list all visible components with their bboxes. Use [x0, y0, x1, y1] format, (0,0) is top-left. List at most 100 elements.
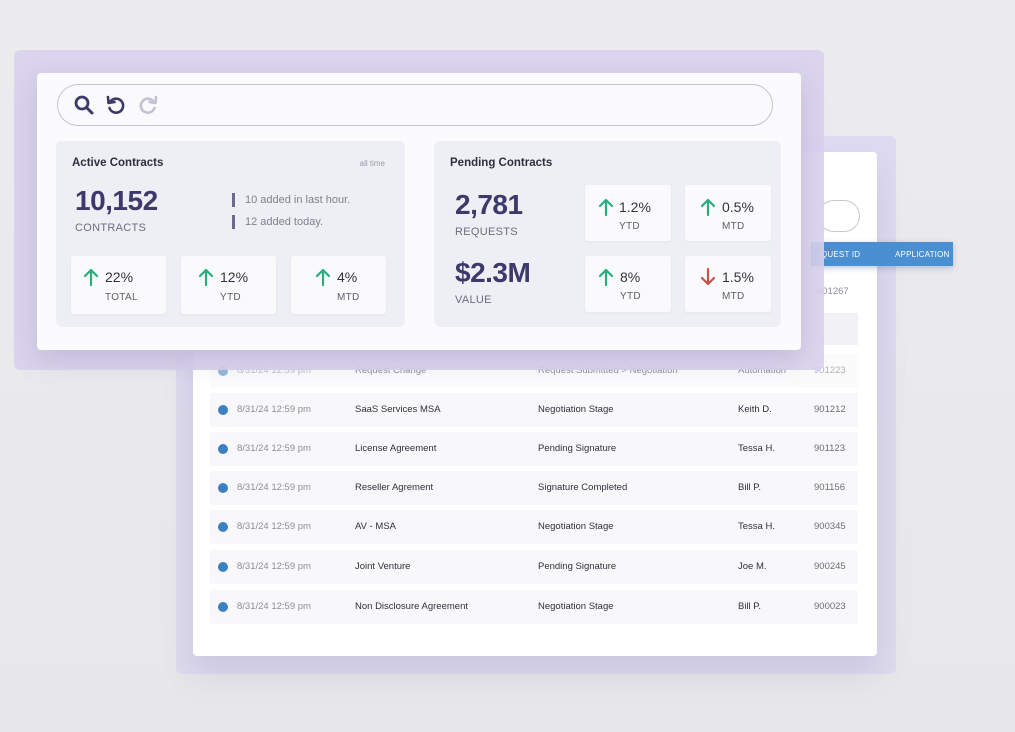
row-contract-name: Non Disclosure Agreement: [355, 601, 468, 612]
redo-icon[interactable]: [136, 93, 160, 117]
row-id: 900023: [814, 601, 846, 612]
row-date: 8/31/24 12:59 pm: [237, 482, 311, 493]
panel-title: Active Contracts: [72, 157, 164, 169]
note-last-hour: 10 added in last hour.: [232, 193, 350, 207]
row-status: Negotiation Stage: [538, 521, 614, 532]
row-owner: Tessa H.: [738, 443, 775, 454]
stat-value: 12%: [220, 269, 249, 285]
stat-label: MTD: [722, 291, 745, 302]
stat-value: 0.5%: [722, 199, 754, 215]
contracts-count: 10,152: [75, 185, 158, 216]
row-contract-name: Request Change: [355, 365, 427, 376]
table-row[interactable]: 8/31/24 12:59 pm Reseller Agrement Signa…: [210, 471, 858, 505]
row-owner: Bill P.: [738, 482, 762, 493]
row-status: Negotiation Stage: [538, 601, 614, 612]
status-dot-icon: [218, 522, 228, 532]
row-date: 8/31/24 12:59 pm: [237, 404, 311, 415]
table-header-bar: QUEST ID APPLICATION: [811, 242, 953, 266]
column-header-application[interactable]: APPLICATION: [895, 250, 950, 259]
arrow-up-icon: [598, 268, 614, 287]
row-status: Pending Signature: [538, 561, 617, 572]
stat-label: YTD: [619, 221, 640, 232]
row-contract-name: AV - MSA: [355, 521, 396, 532]
table-row-partial: [820, 313, 858, 345]
requests-label: REQUESTS: [455, 226, 518, 238]
row-contract-name: Reseller Agrement: [355, 482, 434, 493]
row-id: 901123: [814, 443, 845, 454]
row-status: Request Submitted > Negotiation: [538, 365, 678, 376]
contracts-count-label: CONTRACTS: [75, 222, 147, 234]
status-dot-icon: [218, 366, 228, 376]
table-row[interactable]: 8/31/24 12:59 pm Joint Venture Pending S…: [210, 550, 858, 584]
table-row[interactable]: 8/31/24 12:59 pm AV - MSA Negotiation St…: [210, 510, 858, 544]
stat-tile-total: 22% TOTAL: [71, 256, 166, 314]
row-id: 901212: [814, 404, 846, 415]
row-date: 8/31/24 12:59 pm: [237, 521, 311, 532]
row-owner: Tessa H.: [738, 521, 775, 532]
stat-value: 8%: [620, 269, 641, 285]
stat-label: YTD: [220, 292, 241, 303]
status-dot-icon: [218, 444, 228, 454]
value-stat-ytd: 8% YTD: [585, 256, 671, 312]
stat-tile-mtd: 4% MTD: [291, 256, 386, 314]
stat-tile-ytd: 12% YTD: [181, 256, 276, 314]
stat-label: MTD: [722, 221, 745, 232]
row-id: 901156: [814, 482, 845, 493]
note-today: 12 added today.: [232, 215, 323, 229]
search-icon[interactable]: [72, 93, 96, 117]
requests-stat-ytd: 1.2% YTD: [585, 185, 671, 241]
stat-value: 1.5%: [722, 269, 754, 285]
panel-title: Pending Contracts: [450, 157, 553, 169]
row-owner: Bill P.: [738, 601, 762, 612]
status-dot-icon: [218, 602, 228, 612]
table-row[interactable]: 8/31/24 12:59 pm SaaS Services MSA Negot…: [210, 393, 858, 427]
arrow-up-icon: [83, 268, 99, 287]
dashboard-window: Active Contracts all time 10,152 CONTRAC…: [37, 73, 801, 350]
row-date: 8/31/24 12:59 pm: [237, 601, 311, 612]
table-row-id-partial: 901267: [817, 286, 849, 297]
row-contract-name: SaaS Services MSA: [355, 404, 441, 415]
table-search-input[interactable]: [818, 200, 860, 232]
table-row[interactable]: 8/31/24 12:59 pm License Agreement Pendi…: [210, 432, 858, 466]
row-contract-name: Joint Venture: [355, 561, 411, 572]
time-range-label[interactable]: all time: [359, 159, 385, 168]
pending-value-label: VALUE: [455, 294, 492, 306]
stat-value: 4%: [337, 269, 358, 285]
stat-label: YTD: [620, 291, 641, 302]
row-date: 8/31/24 12:59 pm: [237, 561, 311, 572]
row-contract-name: License Agreement: [355, 443, 437, 454]
status-dot-icon: [218, 483, 228, 493]
stat-label: TOTAL: [105, 292, 138, 303]
arrow-up-icon: [198, 268, 214, 287]
row-id: 900345: [814, 521, 846, 532]
row-owner: Automation: [738, 365, 787, 376]
arrow-down-icon: [700, 267, 716, 286]
row-status: Negotiation Stage: [538, 404, 614, 415]
row-owner: Keith D.: [738, 404, 772, 415]
pending-contracts-panel: Pending Contracts 2,781 REQUESTS $2.3M V…: [434, 141, 781, 327]
table-row[interactable]: 8/31/24 12:59 pm Non Disclosure Agreemen…: [210, 590, 858, 624]
active-contracts-panel: Active Contracts all time 10,152 CONTRAC…: [56, 141, 405, 327]
column-header-request-id[interactable]: QUEST ID: [821, 250, 861, 259]
status-dot-icon: [218, 405, 228, 415]
row-status: Signature Completed: [538, 482, 628, 493]
arrow-up-icon: [315, 268, 331, 287]
stat-value: 22%: [105, 269, 134, 285]
arrow-up-icon: [700, 198, 716, 217]
stat-value: 1.2%: [619, 199, 651, 215]
row-id: 901223: [814, 365, 846, 376]
value-stat-mtd: 1.5% MTD: [685, 256, 771, 312]
requests-stat-mtd: 0.5% MTD: [685, 185, 771, 241]
row-id: 900245: [814, 561, 846, 572]
row-date: 8/31/24 12:59 pm: [237, 365, 311, 376]
requests-count: 2,781: [455, 189, 523, 220]
row-status: Pending Signature: [538, 443, 617, 454]
pending-value: $2.3M: [455, 257, 531, 288]
arrow-up-icon: [598, 198, 614, 217]
status-dot-icon: [218, 562, 228, 572]
stat-label: MTD: [337, 292, 360, 303]
row-date: 8/31/24 12:59 pm: [237, 443, 311, 454]
row-owner: Joe M.: [738, 561, 767, 572]
undo-icon[interactable]: [104, 93, 128, 117]
search-bar[interactable]: [57, 84, 773, 126]
